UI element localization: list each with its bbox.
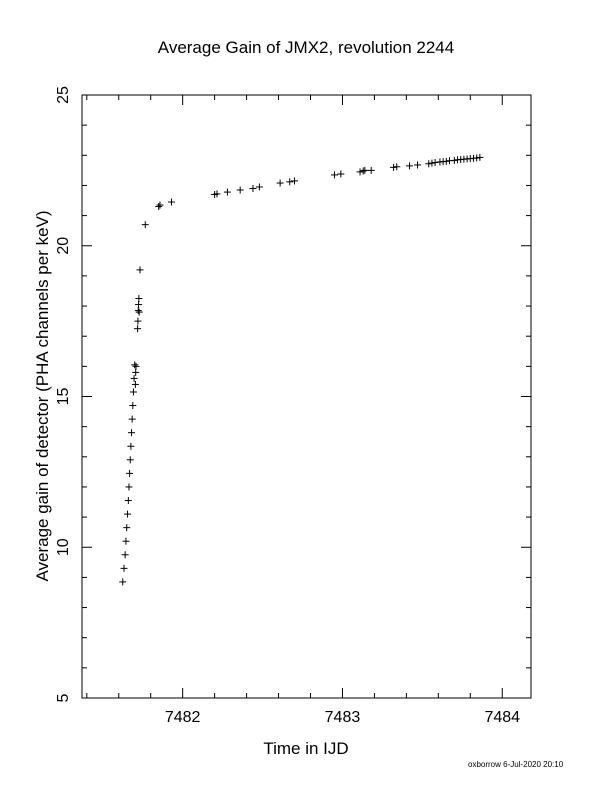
data-point [120,564,128,572]
data-point [131,361,139,369]
axis-tick-labels: 7482 7483 7484 5 10 15 20 25 [55,86,520,726]
data-point [129,388,137,396]
data-point [132,368,140,376]
data-point [122,537,130,545]
data-point [126,469,134,477]
data-point [134,325,142,333]
data-point [155,203,163,211]
data-point [473,154,481,162]
y-tick-label: 5 [55,693,72,702]
y-tick-label: 25 [55,86,72,104]
data-point [476,153,484,161]
data-point [337,170,345,178]
data-point [276,179,284,187]
y-axis-label: Average gain of detector (PHA channels p… [33,210,52,581]
data-point [406,162,414,170]
data-point [330,171,338,179]
axis-ticks [82,94,531,699]
data-point [249,184,257,192]
data-point [291,177,299,185]
data-point [255,183,263,191]
data-point [359,167,367,175]
data-point [393,163,401,171]
data-point [356,168,364,176]
chart-title: Average Gain of JMX2, revolution 2244 [158,38,454,57]
data-point [135,301,143,309]
data-point [128,415,136,423]
y-tick-label: 10 [55,538,72,556]
data-point [414,161,422,169]
x-tick-label: 7482 [165,709,201,726]
plot-frame [81,94,532,699]
x-tick-label: 7484 [484,709,520,726]
data-point [130,374,138,382]
data-point [390,163,398,171]
y-tick-label: 20 [55,237,72,255]
data-point [134,307,142,315]
data-point [156,201,164,209]
data-point [428,159,436,167]
x-axis-label: Time in IJD [263,739,348,758]
data-point [450,156,458,164]
data-point [223,188,231,196]
data-point [131,380,139,388]
data-point [141,221,149,229]
data-point [431,159,439,167]
data-points [119,153,484,586]
data-point [213,190,221,198]
data-point [121,551,129,559]
data-point [135,308,143,316]
data-point [124,497,132,505]
data-point [127,442,135,450]
data-point [125,483,133,491]
data-point [126,456,134,464]
data-point [442,157,450,165]
data-point [425,160,433,168]
data-point [132,362,140,370]
data-point [167,198,175,206]
data-point [119,578,127,586]
x-tick-label: 7483 [325,709,361,726]
data-point [129,402,137,410]
data-point [236,186,244,194]
footer-credit: oxborrow 6-Jul-2020 20:10 [468,760,564,769]
data-point [136,266,144,274]
data-point [361,166,369,174]
data-point [135,295,143,303]
data-point [123,524,131,532]
data-point [367,166,375,174]
data-point [134,317,142,325]
data-point [128,429,136,437]
data-point [124,510,132,518]
y-tick-label: 15 [55,388,72,406]
data-point [286,178,294,186]
